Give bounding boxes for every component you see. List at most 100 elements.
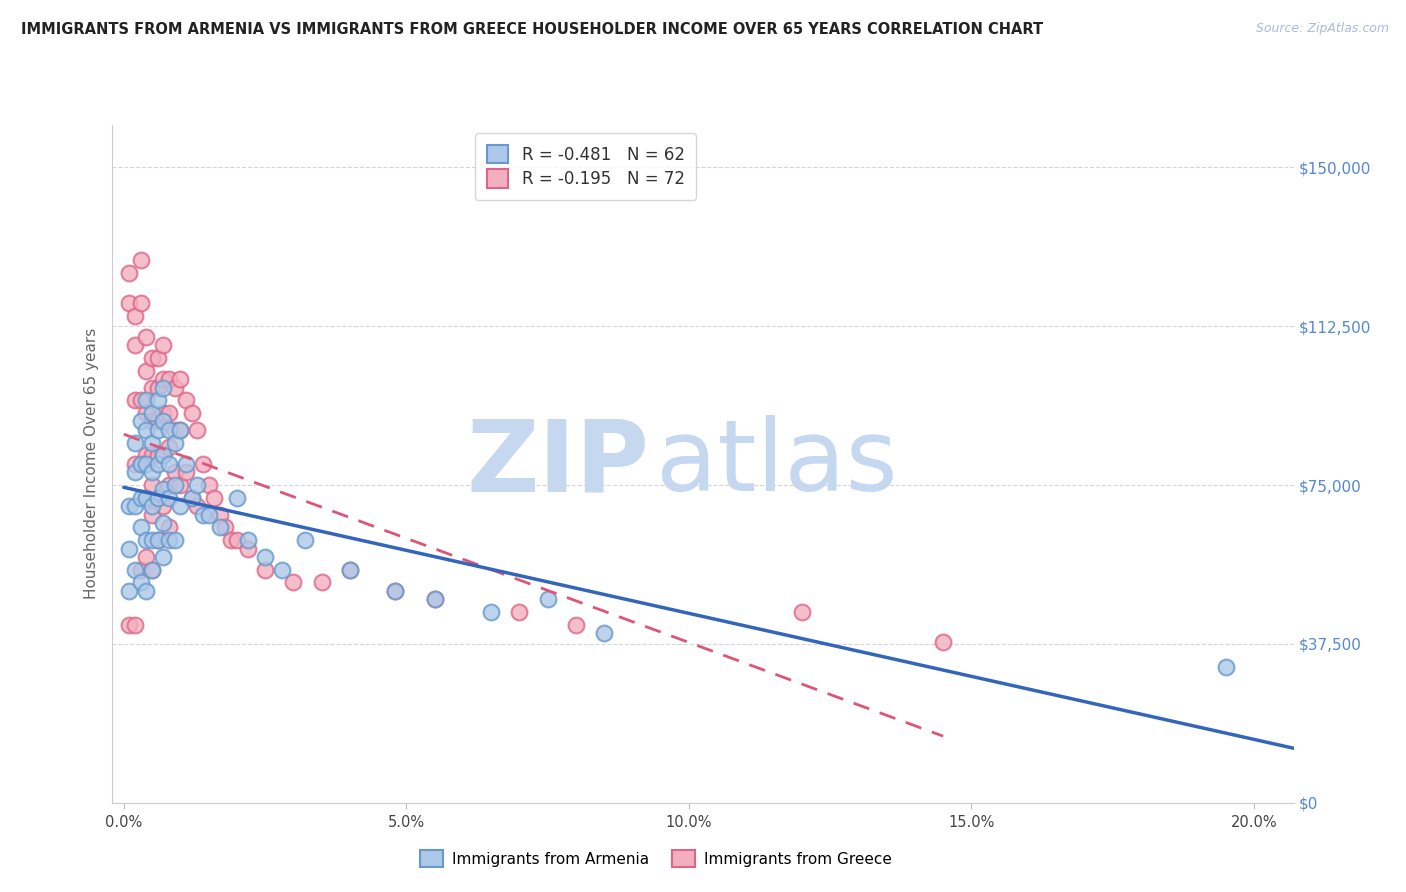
Point [135,449,157,463]
Point [124,338,146,352]
Point [135,330,157,344]
Point [124,617,146,632]
Point [124,500,146,514]
Point [141,351,163,365]
Point [294,533,316,548]
Point [118,296,141,310]
Point [790,605,813,619]
Point [129,457,152,471]
Point [191,508,214,522]
Point [146,415,169,429]
Point [157,520,180,534]
Point [129,253,152,268]
Point [141,435,163,450]
Point [163,533,186,548]
Point [479,605,502,619]
Point [141,563,163,577]
Point [180,491,202,505]
Point [157,440,180,454]
Point [197,508,219,522]
Point [174,466,197,480]
Point [129,296,152,310]
Point [163,466,186,480]
Point [1215,660,1237,674]
Point [208,508,231,522]
Point [135,491,157,505]
Point [141,466,163,480]
Point [191,457,214,471]
Point [141,381,163,395]
Point [124,457,146,471]
Point [152,449,174,463]
Point [565,617,588,632]
Point [135,533,157,548]
Point [152,338,174,352]
Point [174,393,197,408]
Point [141,406,163,420]
Point [169,372,191,386]
Point [536,592,558,607]
Point [254,563,277,577]
Point [214,520,236,534]
Point [118,541,141,556]
Point [186,500,208,514]
Point [208,520,231,534]
Point [118,266,141,280]
Point [384,584,406,599]
Point [129,415,152,429]
Point [254,549,277,565]
Point [141,478,163,492]
Point [157,457,180,471]
Point [219,533,242,548]
Point [129,457,152,471]
Point [157,478,180,492]
Point [129,520,152,534]
Point [146,491,169,505]
Point [508,605,530,619]
Point [146,423,169,437]
Point [135,423,157,437]
Point [129,491,152,505]
Point [163,435,186,450]
Point [146,533,169,548]
Point [152,449,174,463]
Point [169,423,191,437]
Point [124,435,146,450]
Point [124,563,146,577]
Point [124,309,146,323]
Text: IMMIGRANTS FROM ARMENIA VS IMMIGRANTS FROM GREECE HOUSEHOLDER INCOME OVER 65 YEA: IMMIGRANTS FROM ARMENIA VS IMMIGRANTS FR… [21,22,1043,37]
Point [225,533,247,548]
Point [169,423,191,437]
Point [135,584,157,599]
Point [141,563,163,577]
Point [186,423,208,437]
Point [157,372,180,386]
Point [152,406,174,420]
Y-axis label: Householder Income Over 65 years: Householder Income Over 65 years [84,328,100,599]
Point [157,533,180,548]
Point [118,500,141,514]
Point [180,491,202,505]
Point [146,381,169,395]
Point [135,364,157,378]
Point [236,541,259,556]
Point [932,635,955,649]
Point [146,449,169,463]
Point [152,381,174,395]
Point [157,406,180,420]
Point [384,584,406,599]
Point [202,491,225,505]
Point [135,491,157,505]
Point [146,457,169,471]
Point [169,500,191,514]
Point [339,563,361,577]
Legend: Immigrants from Armenia, Immigrants from Greece: Immigrants from Armenia, Immigrants from… [413,844,898,873]
Point [141,449,163,463]
Point [152,500,174,514]
Point [311,575,333,590]
Point [146,533,169,548]
Point [163,423,186,437]
Point [129,575,152,590]
Point [423,592,446,607]
Point [124,393,146,408]
